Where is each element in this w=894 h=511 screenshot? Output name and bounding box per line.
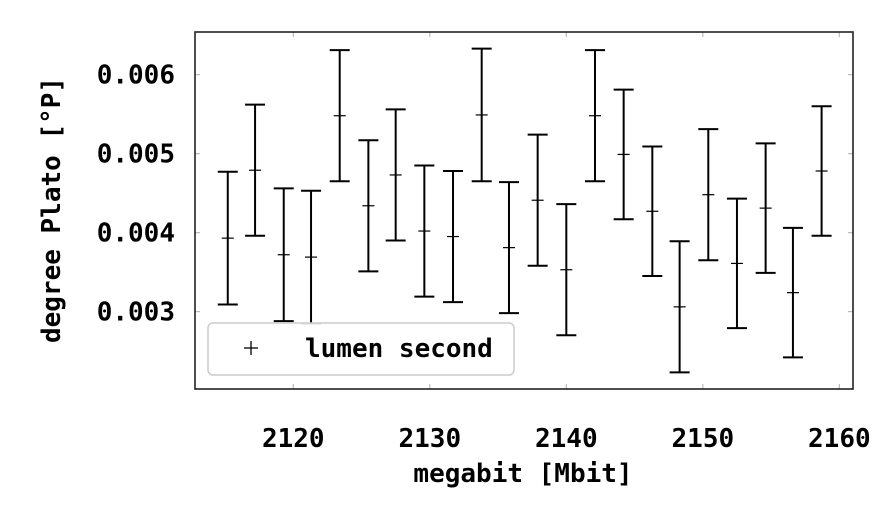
data-point (471, 47, 492, 183)
data-point (755, 142, 776, 274)
data-point (584, 49, 605, 183)
data-point (245, 103, 266, 237)
x-axis-label: megabit [Mbit] (413, 459, 632, 489)
data-point (782, 226, 803, 359)
x-tick-label: 2120 (262, 424, 325, 454)
plot-frame (194, 31, 854, 390)
data-point (698, 128, 719, 262)
x-tick-label: 2160 (808, 424, 871, 454)
legend-box (207, 322, 515, 376)
data-point (726, 197, 747, 330)
x-tick-label: 2130 (398, 424, 461, 454)
data-point (358, 139, 379, 273)
data-point (527, 133, 548, 267)
y-tick-label: 0.005 (97, 140, 175, 170)
ticks-layer: 2120 2130 2140 2150 2160 0.003 0.004 0.005 0.006 (97, 32, 871, 454)
y-tick-label: 0.004 (97, 219, 175, 249)
data-point (811, 105, 832, 237)
data-point (273, 187, 294, 323)
data-point (669, 240, 690, 374)
y-tick-label: 0.003 (97, 298, 175, 328)
data-point (385, 108, 406, 242)
data-point (217, 170, 238, 306)
data-point (329, 49, 350, 183)
y-tick-label: 0.006 (97, 61, 175, 91)
data-point (414, 164, 435, 298)
x-tick-label: 2150 (672, 424, 735, 454)
legend-label: lumen second (305, 334, 493, 364)
y-axis-label: degree Plato [°P] (37, 77, 67, 343)
data-point (613, 88, 634, 221)
data-point (556, 203, 577, 337)
legend: lumen second (207, 322, 515, 376)
data-point (498, 181, 519, 315)
errorbar-layer (217, 47, 832, 374)
data-point (642, 145, 663, 278)
x-tick-label: 2140 (535, 424, 598, 454)
data-point (443, 170, 464, 304)
